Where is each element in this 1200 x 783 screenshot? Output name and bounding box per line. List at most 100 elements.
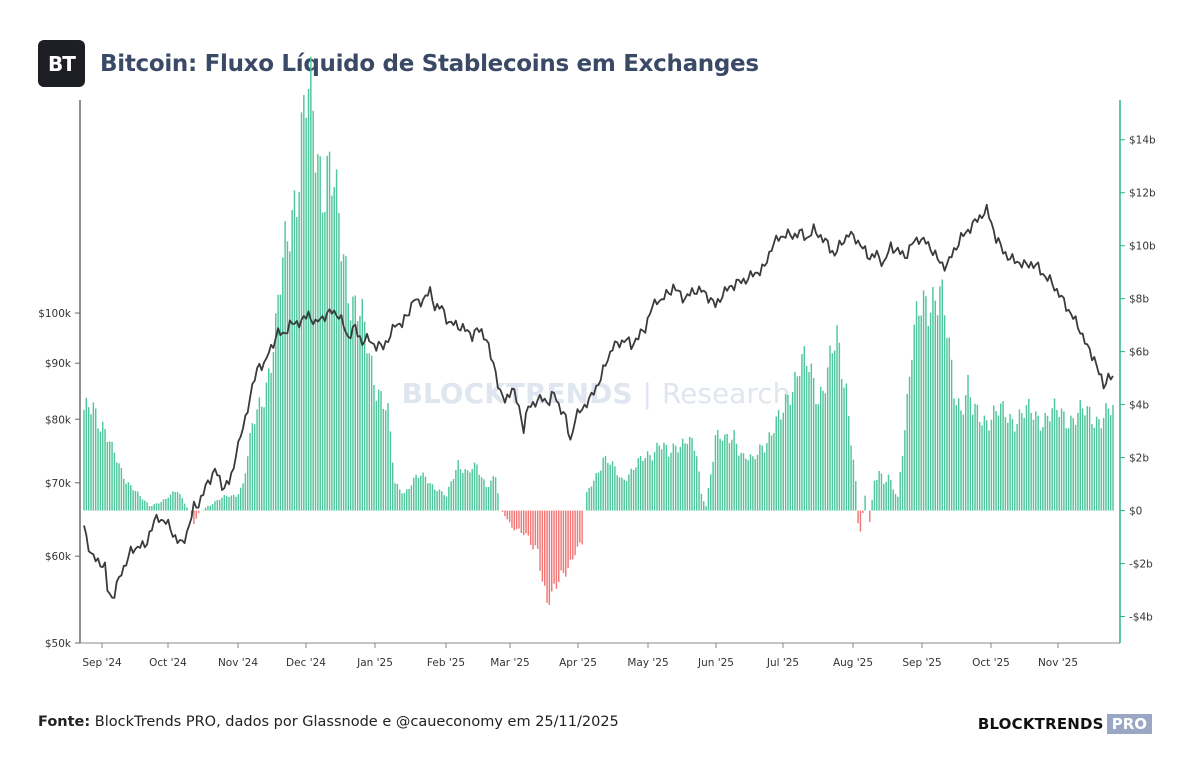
- bar: [826, 367, 829, 511]
- bar: [1107, 408, 1110, 511]
- bar: [422, 472, 424, 511]
- bar: [703, 501, 705, 511]
- bar: [780, 419, 782, 511]
- bar: [1063, 411, 1065, 511]
- bar: [445, 496, 448, 511]
- bar: [630, 468, 632, 511]
- bar: [899, 472, 901, 511]
- bar: [291, 209, 293, 511]
- bar: [258, 397, 261, 511]
- bar: [466, 470, 469, 511]
- bar: [625, 481, 628, 511]
- bar: [1060, 408, 1063, 511]
- bar: [525, 510, 527, 534]
- bar: [459, 469, 462, 511]
- bar: [235, 496, 237, 511]
- bar: [158, 503, 160, 511]
- bar: [978, 422, 981, 511]
- bar: [939, 286, 941, 511]
- bar: [237, 494, 240, 511]
- bar: [204, 507, 207, 511]
- bar: [513, 510, 516, 531]
- bar: [600, 470, 602, 511]
- bar: [801, 354, 803, 511]
- bar: [427, 483, 429, 511]
- bar: [810, 363, 813, 511]
- bar: [864, 495, 866, 511]
- bar: [116, 462, 118, 511]
- bar: [464, 468, 466, 511]
- bar: [805, 366, 808, 511]
- bar: [953, 398, 955, 511]
- bar: [1011, 418, 1014, 511]
- right-tick-label: $8b: [1129, 294, 1149, 306]
- bar: [97, 428, 99, 511]
- bar: [368, 353, 371, 511]
- bar: [719, 438, 721, 511]
- bar: [176, 492, 179, 511]
- right-tick-label: -$4b: [1129, 612, 1153, 624]
- bar: [354, 295, 357, 511]
- bar: [555, 510, 558, 589]
- bar: [373, 385, 375, 511]
- bar: [791, 392, 794, 511]
- bar: [331, 195, 333, 511]
- bar: [932, 286, 934, 511]
- bar: [1009, 413, 1011, 511]
- bar: [838, 342, 841, 511]
- brand-main: BLOCKTRENDS: [977, 715, 1104, 733]
- bar: [1065, 428, 1067, 511]
- bar: [321, 212, 324, 511]
- watermark: BLOCKTRENDS | Research: [402, 377, 791, 410]
- bar: [1095, 416, 1098, 511]
- bar: [964, 395, 967, 511]
- bar: [653, 451, 656, 511]
- bar: [848, 415, 850, 511]
- bar: [971, 414, 974, 511]
- bar: [609, 464, 611, 511]
- left-tick-label: $50k: [45, 638, 72, 650]
- bar: [340, 261, 342, 511]
- bar: [1025, 405, 1028, 511]
- bar: [670, 452, 672, 511]
- bar: [794, 371, 796, 511]
- bar: [908, 376, 911, 511]
- bar: [450, 481, 452, 511]
- x-tick-label: Jul '25: [766, 657, 799, 669]
- bar: [1109, 415, 1112, 511]
- bar: [92, 402, 95, 511]
- bar: [822, 390, 824, 511]
- bar: [202, 509, 204, 511]
- bar: [230, 495, 233, 511]
- right-tick-label: $12b: [1129, 188, 1156, 200]
- bar: [567, 510, 569, 569]
- bar: [1030, 412, 1032, 511]
- bar: [976, 404, 979, 511]
- bar: [911, 359, 913, 511]
- brand-pro-badge: PRO: [1106, 714, 1152, 734]
- bar: [969, 397, 972, 511]
- x-tick-label: Nov '24: [218, 657, 258, 669]
- bar: [101, 421, 104, 511]
- bar: [885, 481, 887, 511]
- bar: [186, 507, 188, 511]
- bar: [539, 510, 541, 571]
- bar: [303, 95, 305, 511]
- bar: [305, 117, 307, 511]
- bar: [623, 479, 625, 511]
- source-text: BlockTrends PRO, dados por Glassnode e @…: [94, 714, 619, 730]
- bar: [995, 411, 997, 511]
- bar: [160, 501, 162, 511]
- right-tick-label: $6b: [1129, 347, 1149, 359]
- bar: [824, 393, 827, 511]
- bar: [146, 502, 148, 511]
- bar: [244, 473, 247, 511]
- bar: [639, 456, 642, 511]
- bar: [546, 510, 548, 603]
- bar: [597, 472, 600, 511]
- bar: [890, 479, 892, 511]
- bar: [1007, 422, 1009, 511]
- bar: [766, 443, 768, 511]
- bar: [94, 408, 97, 511]
- bar: [494, 477, 497, 511]
